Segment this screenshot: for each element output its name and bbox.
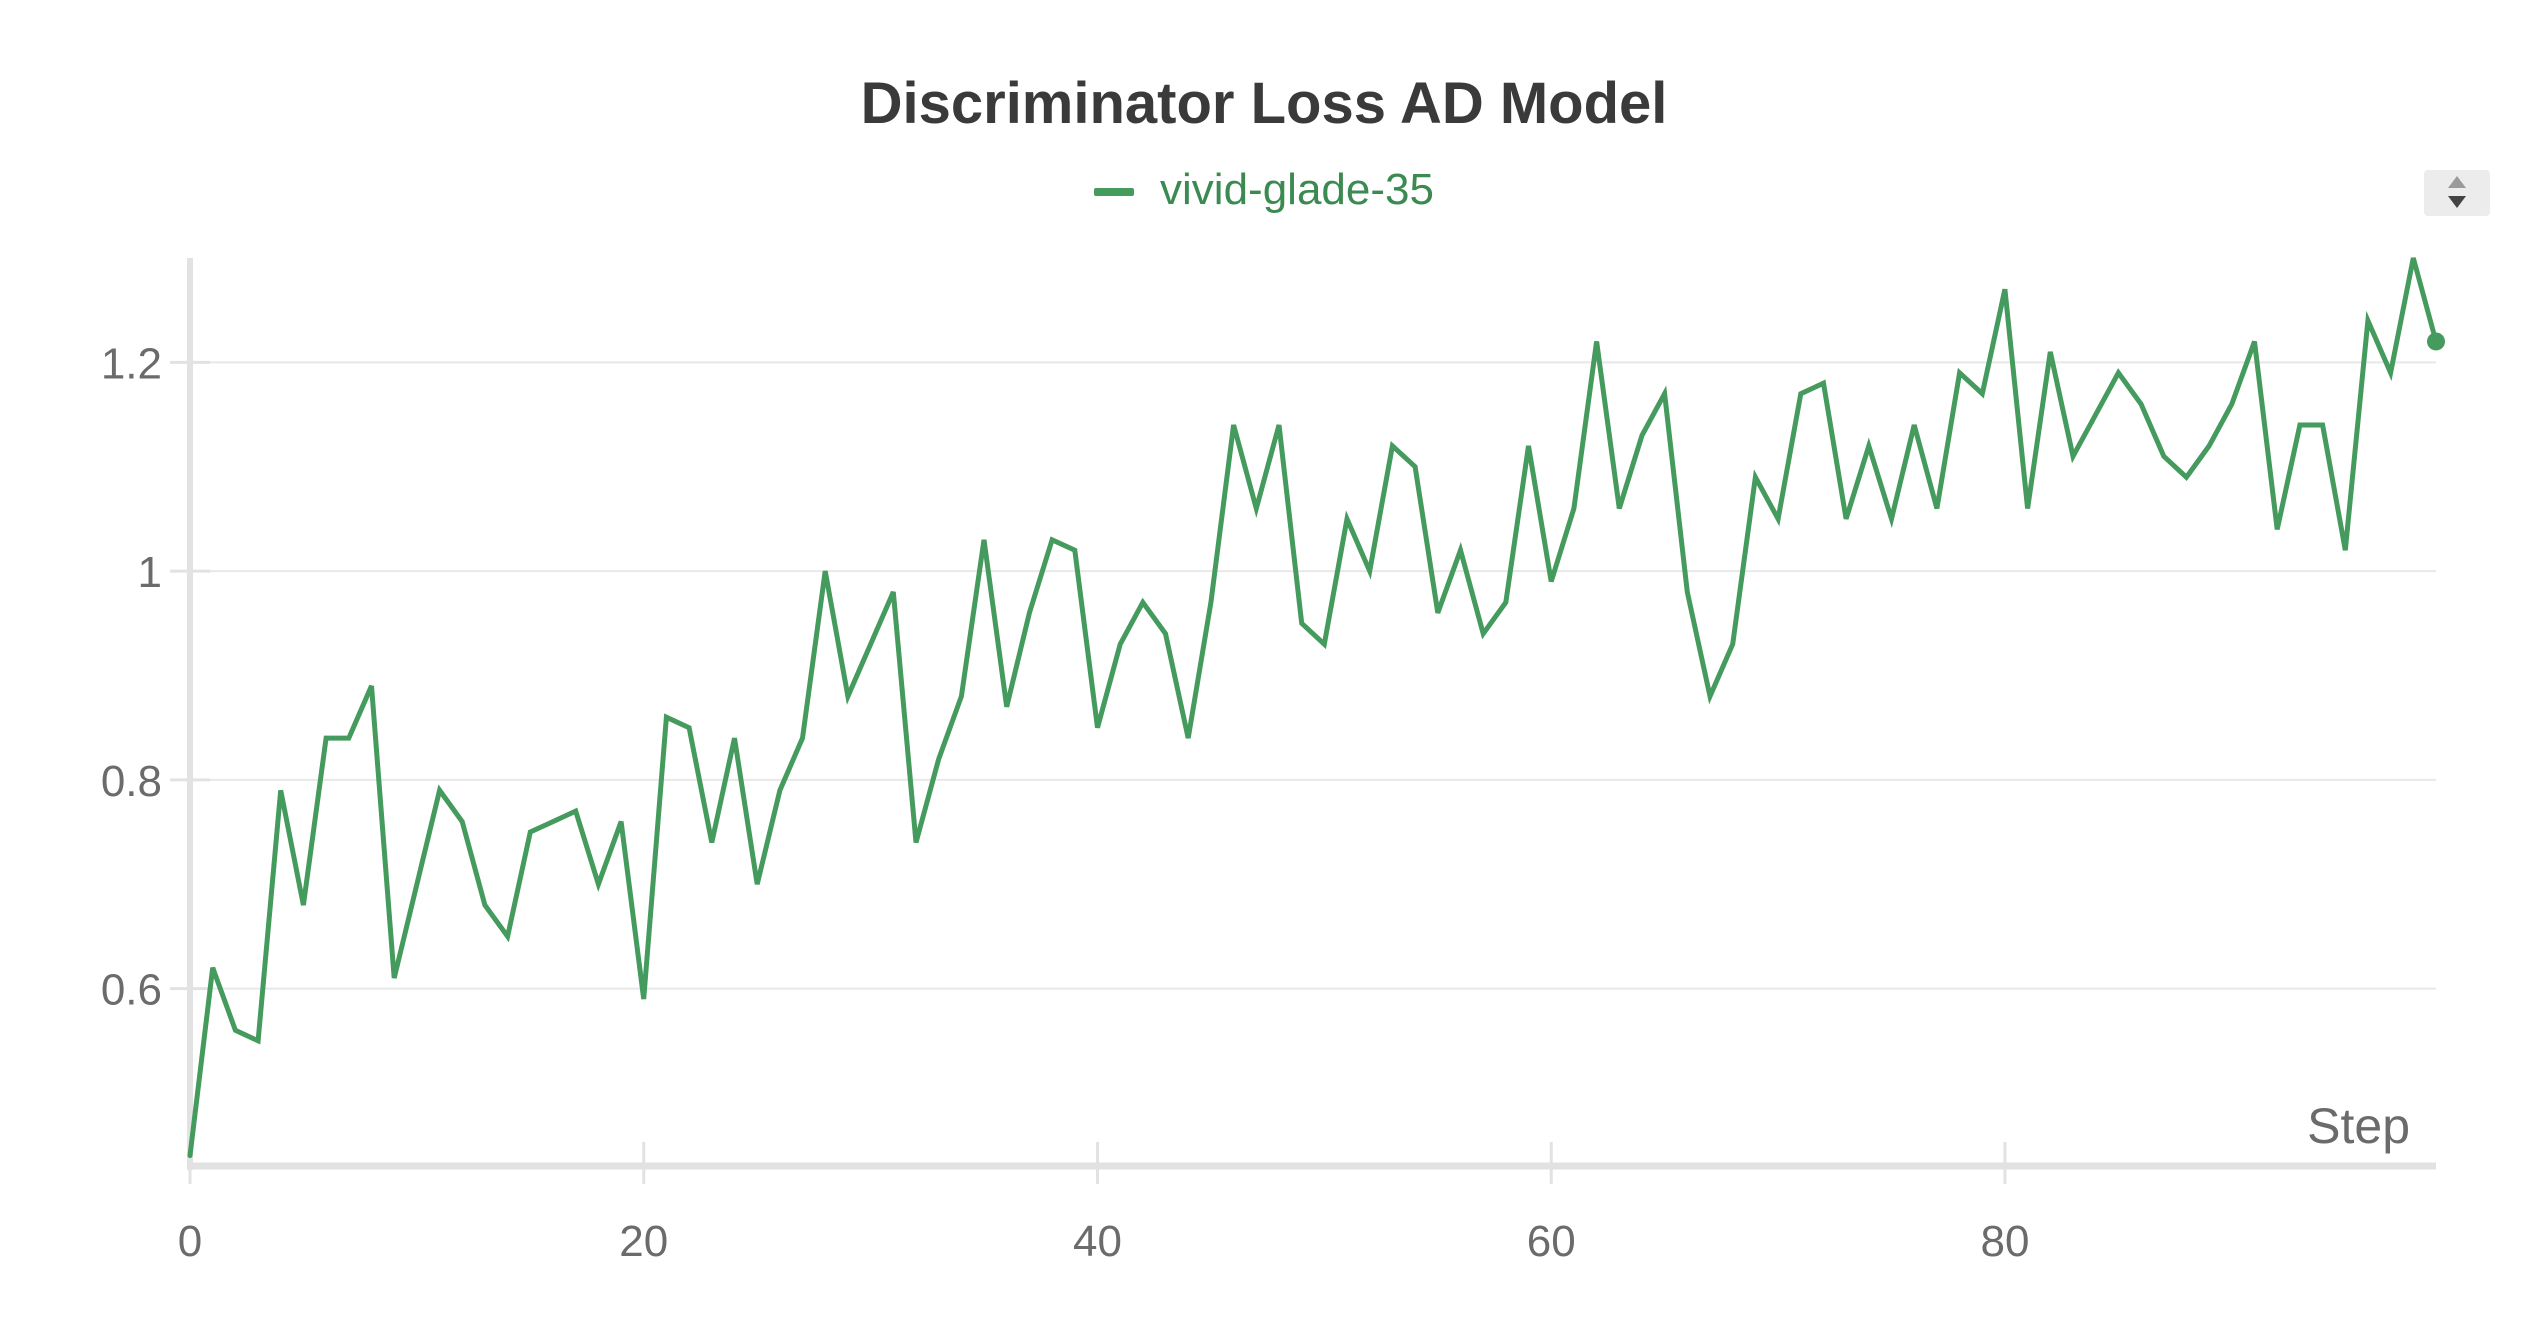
x-tick-label: 60: [1527, 1217, 1576, 1266]
x-tick-label: 0: [178, 1217, 202, 1266]
ticks: 0.6 0.8 1 1.2 0 20 40 60 80: [101, 339, 2030, 1266]
series: [187, 257, 2445, 1159]
y-tick-label: 0.6: [101, 966, 162, 1015]
x-axis-title: Step: [2307, 1098, 2410, 1154]
x-tick-label: 40: [1073, 1217, 1122, 1266]
x-tick-label: 20: [619, 1217, 668, 1266]
scroll-up-icon[interactable]: [2448, 176, 2466, 188]
legend[interactable]: vivid-glade-35: [0, 165, 2528, 215]
chart-title: Discriminator Loss AD Model: [860, 71, 1668, 136]
series-line[interactable]: [187, 257, 2439, 1159]
y-tick-label: 1.2: [101, 339, 162, 388]
grid-lines: [190, 361, 2436, 990]
legend-scroll-control[interactable]: [2424, 170, 2490, 216]
x-tick-label: 80: [1980, 1217, 2029, 1266]
axes: [187, 258, 2436, 1170]
series-end-point[interactable]: [2427, 332, 2445, 351]
y-tick-label: 1: [138, 548, 162, 597]
legend-label: vivid-glade-35: [1160, 165, 1434, 214]
legend-swatch: [1094, 188, 1135, 197]
scroll-down-icon[interactable]: [2448, 196, 2466, 208]
y-tick-label: 0.8: [101, 757, 162, 806]
